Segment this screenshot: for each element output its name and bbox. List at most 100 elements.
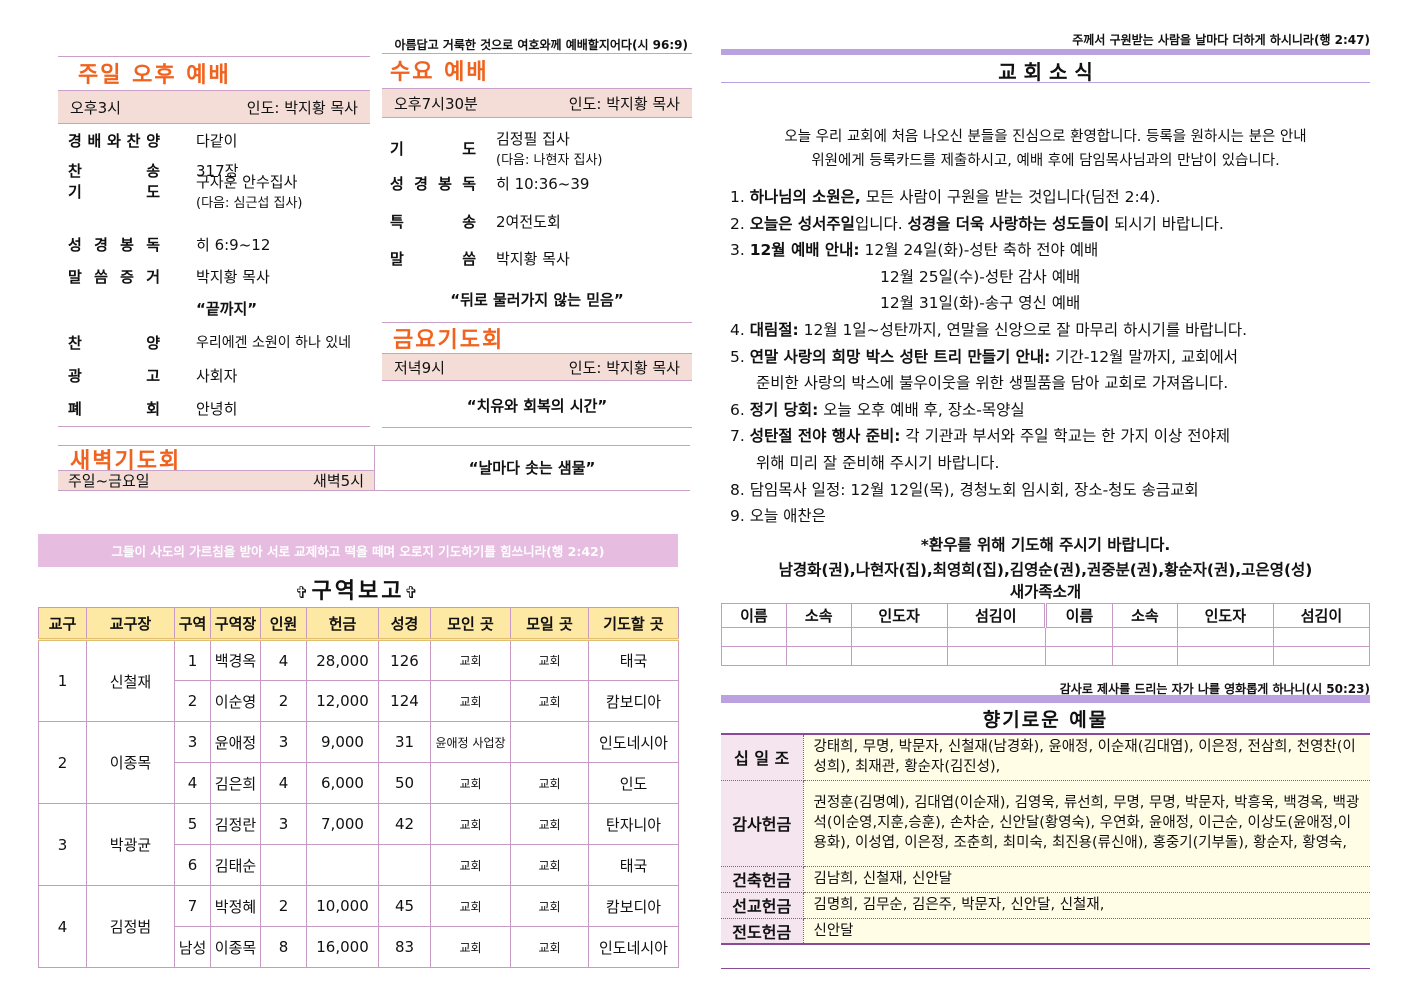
news-text: 각 기관과 부서와 주일 학교는 한 가지 이상 전야제 <box>900 427 1230 446</box>
program-value: 박지황 목사 <box>196 267 270 286</box>
program-sub: (다음: 나현자 집사) <box>496 153 603 168</box>
news-item-cont: 위해 미리 잘 준비해 주시기 바랍니다. <box>756 453 1000 472</box>
column-header: 모인 곳 <box>430 607 511 641</box>
parish-cell: 2 <box>38 721 87 804</box>
offering-row: 십 일 조 강태희, 무명, 박문자, 신철재(남경화), 윤애정, 이순재(김대… <box>721 734 1370 781</box>
offering-label: 감사헌금 <box>721 780 804 867</box>
prayer-title: *환우를 위해 기도해 주시기 바랍니다. <box>920 536 1171 554</box>
column-header: 교구 <box>38 607 87 641</box>
table-cell: 교회 <box>430 885 511 927</box>
news-item-extra: 12월 31일(화)-송구 영신 예배 <box>880 294 1081 313</box>
news-text: 기간-12월 말까지, 교회에서 <box>1050 347 1238 366</box>
label-char: 기 <box>68 182 82 201</box>
program-value: 사회자 <box>196 366 238 385</box>
parish-leader-cell: 이종목 <box>86 721 175 804</box>
table-cell: 2 <box>260 680 307 722</box>
program-value: 안녕히 <box>196 399 238 418</box>
table-cell: 4 <box>260 639 307 681</box>
news-text: 3. <box>730 241 750 260</box>
table-cell: 2 <box>260 885 307 927</box>
parish-leader-cell: 김정범 <box>86 885 175 968</box>
news-text: 12월 1일~성탄까지, 연말을 신앙으로 잘 마무리 하시기를 바랍니다. <box>798 320 1248 339</box>
program-value: 김정필 집사 (다음: 나현자 집사) <box>496 130 603 168</box>
dawn-time-band: 주일~금요일 새벽5시 <box>58 470 374 491</box>
label-char: 찬 <box>68 333 82 352</box>
table-row: 2 이종목 3 윤애정 3 9,000 31 윤애정 사업장 인도네시아 <box>38 721 679 804</box>
label-char: 말 <box>390 250 404 268</box>
welcome-line: 위원에게 등록카드를 제출하시고, 예배 후에 담임목사님과의 만남이 있습니다… <box>811 153 1280 169</box>
news-bold: 오늘은 성서주일 <box>749 214 855 233</box>
offering-label: 전도헌금 <box>721 918 804 945</box>
label-char: 경 <box>94 235 108 254</box>
table-cell: 3 <box>260 803 307 845</box>
news-item: 4. 대림절: 12월 1일~성탄까지, 연말을 신앙으로 잘 마무리 하시기를… <box>730 317 1370 344</box>
parish-cell: 1 <box>38 639 87 722</box>
news-item: 3. 12월 예배 안내: 12월 24일(화)-성탄 축하 전야 예배 <box>730 237 1370 264</box>
table-cell: 124 <box>378 680 431 722</box>
verse-top-right: 주께서 구원받는 사람을 날마다 더하게 하시니라(행 2:47) <box>1072 33 1370 47</box>
dawn-title: 새벽기도회 <box>70 449 182 474</box>
program-row: 찬 양 우리에겐 소원이 하나 있네 <box>68 331 351 353</box>
parish-cell: 4 <box>38 885 87 968</box>
table-row: 1 신철재 1 백경옥 4 28,000 126 교회 교회 태국 <box>38 639 679 722</box>
table-row: 4 김은희 4 6,000 50 교회 교회 인도 <box>39 762 679 804</box>
table-cell: 126 <box>378 639 431 681</box>
table-cell: 캄보디아 <box>588 885 679 927</box>
offering-names: 김명희, 김무순, 김은주, 박문자, 신안달, 신철재, <box>803 892 1370 919</box>
offering-names: 권정훈(김명예), 김대엽(이순재), 김영욱, 류선희, 무명, 무명, 박문… <box>803 780 1370 867</box>
news-text: 입니다. <box>854 214 908 233</box>
news-item-extra: 12월 25일(수)-성탄 감사 예배 <box>880 267 1081 286</box>
offering-names: 김남희, 신철재, 신안달 <box>803 866 1370 893</box>
news-bold: 성경을 더욱 사랑하는 성도들이 <box>907 214 1110 233</box>
label-char: 고 <box>146 366 160 385</box>
table-cell: 교회 <box>510 803 589 845</box>
program-value: 히 6:9~12 <box>196 235 271 254</box>
news-text: 8. <box>730 480 750 499</box>
table-cell: 캄보디아 <box>588 680 679 722</box>
welcome-line: 오늘 우리 교회에 처음 나오신 분들을 진심으로 환영합니다. 등록을 원하시… <box>784 129 1307 145</box>
sunday-leader: 인도: 박지황 목사 <box>246 98 358 117</box>
table-cell: 교회 <box>510 844 589 886</box>
offering-row: 선교헌금 김명희, 김무순, 김은주, 박문자, 신안달, 신철재, <box>721 892 1370 919</box>
label-char: 성 <box>390 175 404 193</box>
table-cell: 태국 <box>588 844 679 886</box>
verse-top-left: 아름답고 거룩한 것으로 여호와께 예배할지어다(시 96:9) <box>394 38 688 52</box>
program-row: 폐 회 안녕히 <box>68 397 237 419</box>
program-row: 말 씀 박지황 목사 <box>390 248 570 269</box>
table-cell: 김태순 <box>210 844 261 886</box>
wednesday-sermon: “뒤로 물러가지 않는 믿음” <box>450 291 624 309</box>
table-cell: 교회 <box>430 803 511 845</box>
wednesday-time: 오후7시30분 <box>394 94 478 113</box>
column-header: 인원 <box>260 607 307 641</box>
label-char: 찬 <box>126 131 141 150</box>
label-char: 특 <box>390 213 404 231</box>
table-cell: 6 <box>174 844 211 886</box>
column-header: 교구장 <box>86 607 175 641</box>
table-cell: 교회 <box>430 844 511 886</box>
offering-names: 강태희, 무명, 박문자, 신철재(남경화), 윤애정, 이순재(김대엽), 이… <box>803 734 1370 781</box>
program-value: 구자훈 안수집사 (다음: 심근섭 집사) <box>196 173 303 211</box>
offering-table: 십 일 조 강태희, 무명, 박문자, 신철재(남경화), 윤애정, 이순재(김대… <box>721 733 1370 945</box>
table-cell: 교회 <box>510 680 589 722</box>
newfamily-table: 이름 소속 인도자 섬김이 이름 소속 인도자 섬김이 <box>721 603 1371 666</box>
table-cell: 인도네시아 <box>588 721 679 763</box>
program-row: “끝까지” <box>68 297 257 319</box>
table-cell: 인도네시아 <box>588 926 679 968</box>
table-cell: 탄자니아 <box>588 803 679 845</box>
friday-time-band: 저녁9시 인도: 박지황 목사 <box>382 353 692 381</box>
table-cell: 4 <box>174 762 211 804</box>
column-header: 소속 <box>785 603 852 628</box>
label-char: 씀 <box>462 250 476 268</box>
table-cell: 교회 <box>510 885 589 927</box>
column-header: 이름 <box>1043 603 1114 628</box>
table-cell: 2 <box>174 680 211 722</box>
sunday-time: 오후3시 <box>70 98 121 117</box>
news-bold: 12월 예배 안내: <box>749 241 860 260</box>
offering-label: 건축헌금 <box>721 866 804 893</box>
news-bold: 성탄절 전야 행사 준비: <box>749 427 901 446</box>
offering-row: 건축헌금 김남희, 신철재, 신안달 <box>721 866 1370 893</box>
